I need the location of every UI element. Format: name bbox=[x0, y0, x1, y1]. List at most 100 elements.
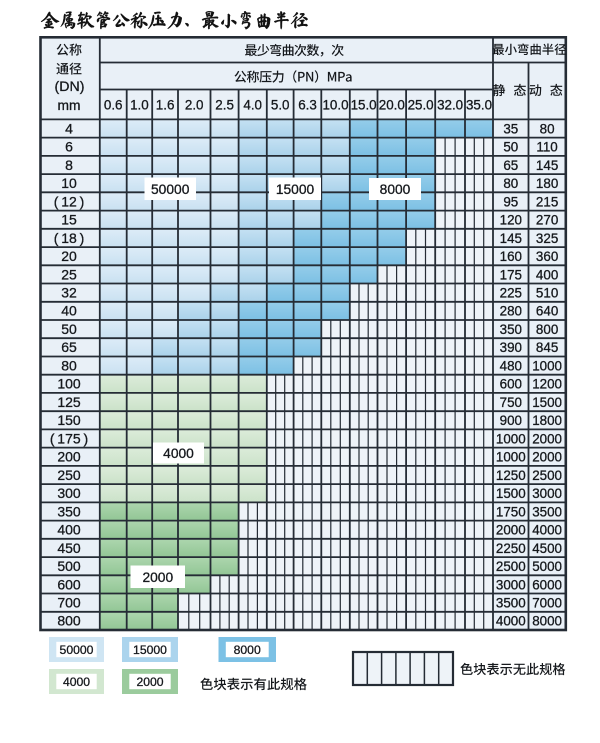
svg-text:32.0: 32.0 bbox=[437, 98, 463, 113]
svg-text:50: 50 bbox=[503, 140, 518, 155]
svg-text:8: 8 bbox=[65, 157, 73, 173]
svg-text:900: 900 bbox=[500, 413, 522, 428]
svg-text:( 12 ): ( 12 ) bbox=[54, 193, 85, 209]
svg-text:50000: 50000 bbox=[60, 643, 94, 657]
svg-text:1000: 1000 bbox=[532, 358, 562, 373]
svg-text:2250: 2250 bbox=[496, 541, 526, 556]
svg-text:1000: 1000 bbox=[496, 431, 526, 446]
svg-text:2000: 2000 bbox=[532, 431, 562, 446]
svg-text:1.6: 1.6 bbox=[156, 98, 175, 113]
svg-text:2000: 2000 bbox=[532, 450, 562, 465]
svg-text:200: 200 bbox=[57, 449, 81, 465]
svg-text:3000: 3000 bbox=[532, 486, 562, 501]
svg-text:95: 95 bbox=[503, 194, 518, 209]
svg-text:6.3: 6.3 bbox=[298, 98, 317, 113]
svg-text:390: 390 bbox=[500, 340, 522, 355]
svg-text:2.5: 2.5 bbox=[215, 98, 234, 113]
svg-text:120: 120 bbox=[500, 213, 522, 228]
svg-text:7000: 7000 bbox=[532, 596, 562, 611]
svg-text:80: 80 bbox=[61, 357, 77, 373]
svg-text:25: 25 bbox=[61, 266, 77, 282]
svg-text:32: 32 bbox=[61, 285, 77, 301]
svg-text:15.0: 15.0 bbox=[351, 98, 377, 113]
svg-text:80: 80 bbox=[503, 176, 518, 191]
svg-text:300: 300 bbox=[57, 485, 81, 501]
svg-text:2500: 2500 bbox=[532, 468, 562, 483]
svg-text:180: 180 bbox=[536, 176, 558, 191]
svg-text:325: 325 bbox=[536, 231, 558, 246]
svg-text:110: 110 bbox=[536, 140, 557, 155]
svg-text:25.0: 25.0 bbox=[408, 98, 434, 113]
svg-text:15000: 15000 bbox=[276, 182, 315, 197]
svg-text:6: 6 bbox=[65, 139, 73, 155]
svg-text:0.6: 0.6 bbox=[104, 98, 123, 113]
svg-text:600: 600 bbox=[57, 576, 81, 592]
svg-text:400: 400 bbox=[57, 522, 81, 538]
svg-text:2000: 2000 bbox=[136, 675, 163, 689]
svg-text:20.0: 20.0 bbox=[379, 98, 405, 113]
svg-text:450: 450 bbox=[57, 540, 81, 556]
svg-text:8000: 8000 bbox=[380, 182, 411, 197]
svg-text:5.0: 5.0 bbox=[271, 98, 290, 113]
svg-text:4: 4 bbox=[65, 120, 73, 136]
svg-text:215: 215 bbox=[536, 194, 558, 209]
svg-text:( 175 ): ( 175 ) bbox=[50, 430, 88, 446]
svg-text:1500: 1500 bbox=[532, 395, 562, 410]
svg-text:145: 145 bbox=[500, 231, 522, 246]
svg-text:4.0: 4.0 bbox=[243, 98, 262, 113]
svg-text:225: 225 bbox=[500, 286, 522, 301]
svg-text:3500: 3500 bbox=[532, 504, 562, 519]
svg-text:50: 50 bbox=[61, 321, 77, 337]
svg-text:800: 800 bbox=[536, 322, 558, 337]
svg-text:125: 125 bbox=[57, 394, 81, 410]
svg-text:4000: 4000 bbox=[532, 523, 562, 538]
svg-text:270: 270 bbox=[536, 213, 558, 228]
svg-text:50000: 50000 bbox=[151, 182, 190, 197]
svg-text:1750: 1750 bbox=[496, 504, 526, 519]
svg-text:500: 500 bbox=[57, 558, 81, 574]
svg-text:1500: 1500 bbox=[496, 486, 526, 501]
svg-text:5000: 5000 bbox=[532, 559, 562, 574]
svg-text:800: 800 bbox=[57, 613, 81, 629]
svg-text:750: 750 bbox=[500, 395, 522, 410]
svg-text:350: 350 bbox=[500, 322, 522, 337]
svg-text:1.0: 1.0 bbox=[130, 98, 149, 113]
svg-text:15000: 15000 bbox=[133, 643, 167, 657]
svg-text:8000: 8000 bbox=[532, 614, 562, 629]
svg-text:700: 700 bbox=[57, 595, 81, 611]
svg-text:145: 145 bbox=[536, 158, 558, 173]
svg-text:1000: 1000 bbox=[496, 450, 526, 465]
svg-text:(DN): (DN) bbox=[55, 79, 85, 95]
svg-text:175: 175 bbox=[500, 267, 522, 282]
svg-text:480: 480 bbox=[500, 358, 522, 373]
svg-text:600: 600 bbox=[500, 377, 522, 392]
svg-text:250: 250 bbox=[57, 467, 81, 483]
svg-text:150: 150 bbox=[57, 412, 81, 428]
svg-text:4500: 4500 bbox=[532, 541, 562, 556]
svg-text:80: 80 bbox=[540, 121, 555, 136]
svg-text:160: 160 bbox=[500, 249, 522, 264]
svg-text:280: 280 bbox=[500, 304, 522, 319]
svg-text:65: 65 bbox=[61, 339, 77, 355]
svg-text:35.0: 35.0 bbox=[466, 98, 492, 113]
svg-text:350: 350 bbox=[57, 503, 81, 519]
svg-text:4000: 4000 bbox=[63, 675, 90, 689]
svg-text:( 18 ): ( 18 ) bbox=[54, 230, 85, 246]
svg-text:mm: mm bbox=[58, 98, 81, 113]
svg-text:400: 400 bbox=[536, 267, 558, 282]
svg-text:15: 15 bbox=[61, 212, 77, 228]
svg-text:640: 640 bbox=[536, 304, 558, 319]
svg-text:40: 40 bbox=[61, 303, 77, 319]
svg-text:3500: 3500 bbox=[496, 596, 526, 611]
svg-text:1250: 1250 bbox=[496, 468, 526, 483]
svg-text:10.0: 10.0 bbox=[322, 98, 348, 113]
svg-text:1200: 1200 bbox=[532, 377, 562, 392]
svg-text:510: 510 bbox=[536, 286, 558, 301]
svg-text:2000: 2000 bbox=[496, 523, 526, 538]
svg-text:360: 360 bbox=[536, 249, 558, 264]
svg-text:845: 845 bbox=[536, 340, 558, 355]
svg-text:10: 10 bbox=[61, 175, 77, 191]
svg-text:8000: 8000 bbox=[234, 643, 261, 657]
svg-text:1800: 1800 bbox=[532, 413, 562, 428]
svg-text:100: 100 bbox=[57, 376, 81, 392]
